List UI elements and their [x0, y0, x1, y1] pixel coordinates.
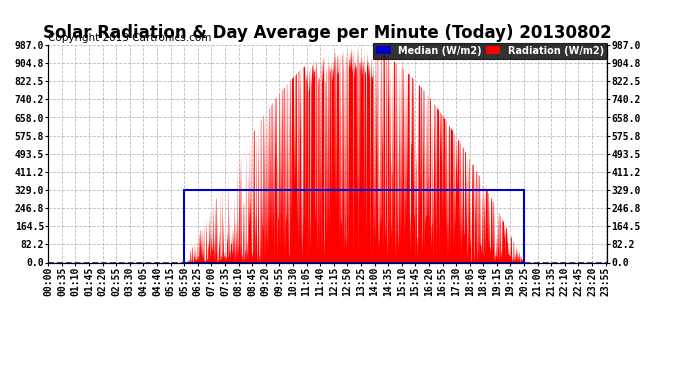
- Bar: [184, 190, 524, 262]
- Title: Solar Radiation & Day Average per Minute (Today) 20130802: Solar Radiation & Day Average per Minute…: [43, 24, 612, 42]
- Text: Copyright 2013 Cartronics.com: Copyright 2013 Cartronics.com: [48, 33, 212, 43]
- Legend: Median (W/m2), Radiation (W/m2): Median (W/m2), Radiation (W/m2): [373, 43, 607, 58]
